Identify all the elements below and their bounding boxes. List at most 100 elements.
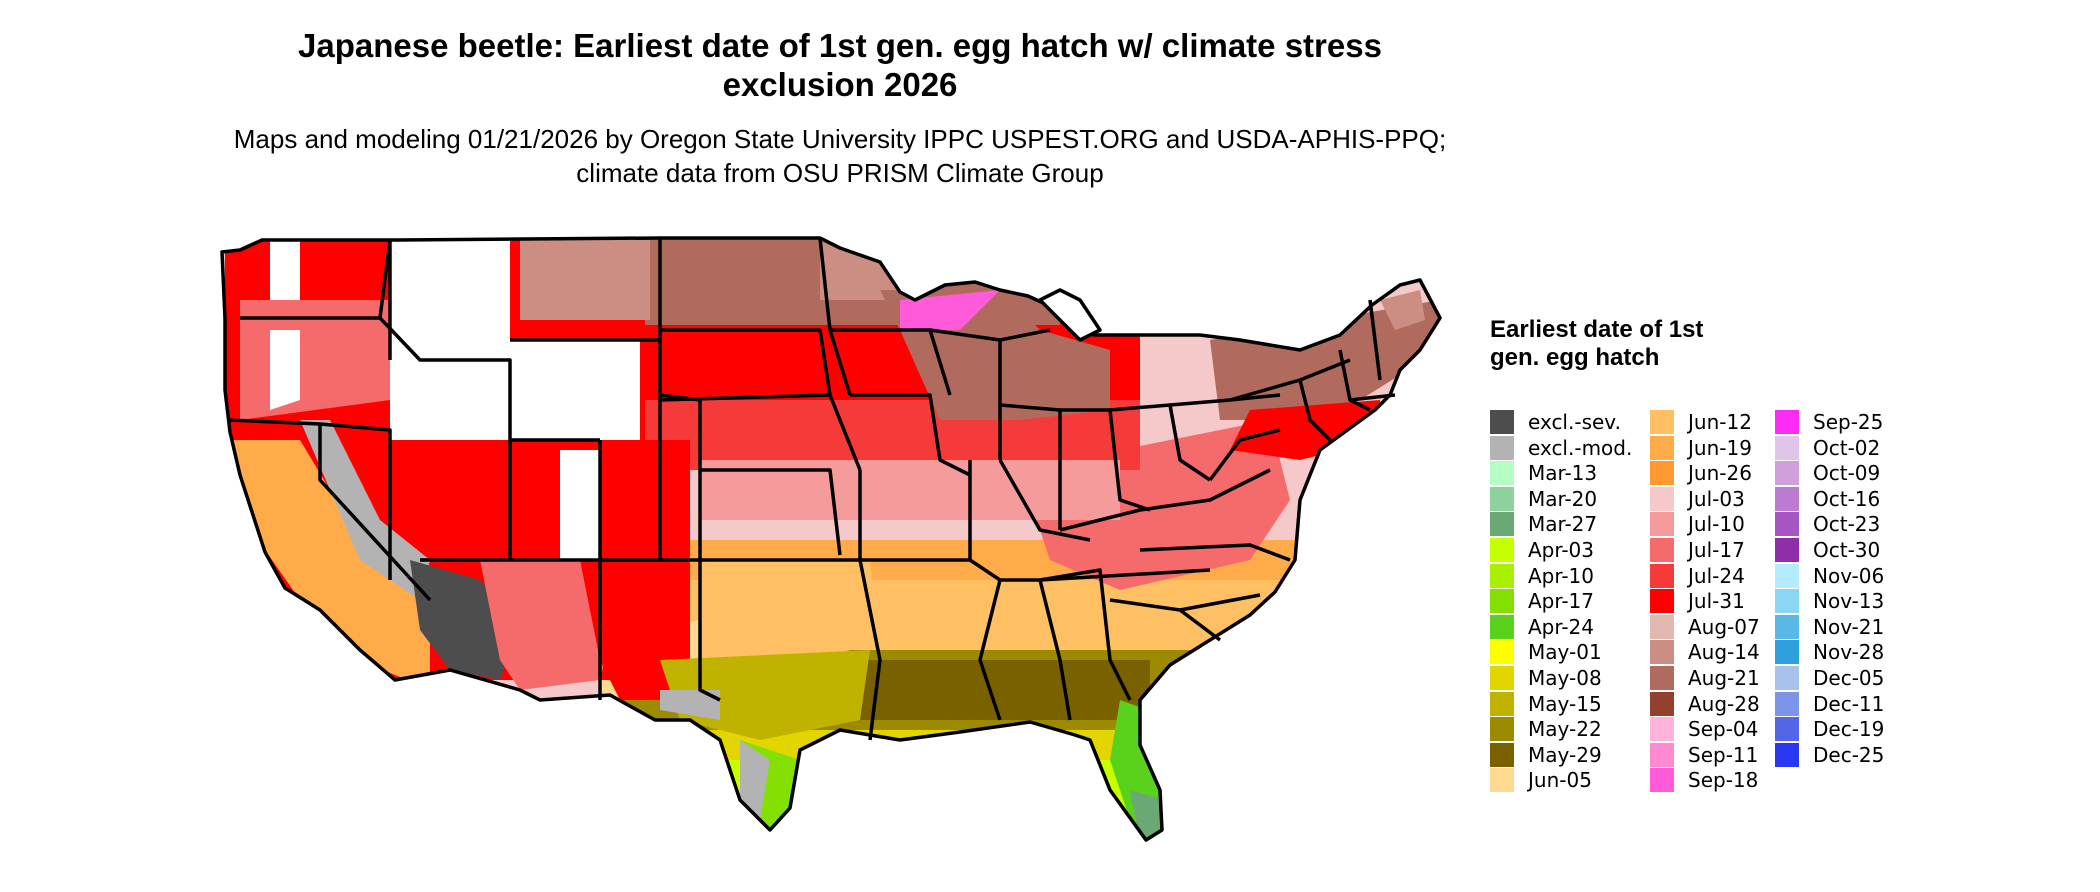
legend-swatch <box>1490 538 1514 562</box>
legend-label: Nov-28 <box>1813 640 1885 665</box>
legend-label: Nov-21 <box>1813 614 1885 639</box>
legend-label: May-29 <box>1528 742 1602 767</box>
legend-item: Nov-06 <box>1775 563 1885 588</box>
legend-swatch <box>1650 768 1674 793</box>
legend-swatch <box>1490 486 1514 511</box>
legend-item: May-15 <box>1490 691 1602 716</box>
legend-label: Apr-10 <box>1528 563 1594 588</box>
legend-label: Dec-19 <box>1813 717 1885 742</box>
legend-swatch <box>1490 461 1514 486</box>
legend-item: Aug-14 <box>1650 640 1760 665</box>
legend-item: Jul-17 <box>1650 538 1745 562</box>
legend-label: Jul-17 <box>1688 538 1745 562</box>
legend-item: May-22 <box>1490 717 1602 742</box>
legend-item: Oct-09 <box>1775 461 1881 486</box>
legend-swatch <box>1490 742 1514 767</box>
map-title: Japanese beetle: Earliest date of 1st ge… <box>298 27 1382 103</box>
legend-label: Dec-11 <box>1813 691 1885 716</box>
legend-item: Nov-13 <box>1775 589 1885 614</box>
legend-swatch <box>1775 563 1799 588</box>
legend-label: Jul-03 <box>1688 486 1745 511</box>
legend-item: Aug-21 <box>1650 666 1760 690</box>
legend-label: Nov-13 <box>1813 589 1885 614</box>
legend-item: Nov-21 <box>1775 614 1885 639</box>
legend-label: Oct-02 <box>1813 435 1881 460</box>
legend-item: Oct-23 <box>1775 512 1881 537</box>
map-subtitle: Maps and modeling 01/21/2026 by Oregon S… <box>233 124 1447 188</box>
legend-item: Dec-11 <box>1775 691 1885 716</box>
legend-item: Sep-04 <box>1650 717 1759 742</box>
legend-swatch <box>1490 640 1514 665</box>
legend-label: Jun-05 <box>1528 768 1592 793</box>
legend-swatch <box>1775 742 1799 767</box>
legend-label: Aug-14 <box>1688 640 1760 665</box>
legend-label: excl.-sev. <box>1528 410 1621 434</box>
legend-item: Dec-25 <box>1775 742 1884 767</box>
legend-swatch <box>1650 486 1674 511</box>
legend-item: May-01 <box>1490 640 1602 665</box>
legend-label: May-15 <box>1528 691 1602 716</box>
legend-swatch <box>1775 717 1799 742</box>
legend-swatch <box>1650 666 1674 690</box>
legend-item: excl.-mod. <box>1490 435 1633 460</box>
legend-item: Jun-12 <box>1650 410 1752 434</box>
legend-label: Mar-20 <box>1528 486 1598 511</box>
legend-label: Mar-13 <box>1528 461 1598 486</box>
legend-title: Earliest date of 1st gen. egg hatch <box>1490 316 1704 371</box>
legend-swatch <box>1650 742 1674 767</box>
legend-item: Jun-05 <box>1490 768 1592 793</box>
legend-item: Jul-31 <box>1650 589 1745 614</box>
legend-swatch <box>1490 435 1514 460</box>
legend-item: May-08 <box>1490 666 1602 690</box>
legend-item: Oct-30 <box>1775 538 1880 562</box>
legend-swatch <box>1490 717 1514 742</box>
legend-swatch <box>1650 717 1674 742</box>
legend-item: Aug-07 <box>1650 614 1760 639</box>
legend-swatch <box>1775 538 1799 562</box>
legend-label: Jul-10 <box>1688 512 1745 537</box>
legend-item: Jun-19 <box>1650 435 1752 460</box>
legend-item: Oct-16 <box>1775 486 1880 511</box>
legend-swatch <box>1650 512 1674 537</box>
legend-swatch <box>1650 640 1674 665</box>
legend-item: Jul-10 <box>1650 512 1745 537</box>
legend-swatch <box>1490 563 1514 588</box>
legend-swatch <box>1650 538 1674 562</box>
legend-item: Sep-11 <box>1650 742 1758 767</box>
legend-label: Jun-19 <box>1688 435 1752 460</box>
legend-swatch <box>1650 563 1674 588</box>
legend-label: Dec-05 <box>1813 666 1885 690</box>
legend-swatch <box>1490 614 1514 639</box>
legend-label: May-01 <box>1528 640 1602 665</box>
legend-label: Sep-04 <box>1688 717 1759 742</box>
legend-label: Nov-06 <box>1813 563 1885 588</box>
legend-item: Apr-24 <box>1490 614 1594 639</box>
legend-label: Mar-27 <box>1528 512 1598 537</box>
legend-label: Aug-21 <box>1688 666 1760 690</box>
legend-item: excl.-sev. <box>1490 410 1621 434</box>
legend-item: Oct-02 <box>1775 435 1881 460</box>
legend-swatch <box>1490 768 1514 793</box>
legend-item: Jun-26 <box>1650 461 1752 486</box>
legend-label: Jul-31 <box>1688 589 1745 614</box>
legend-item: Apr-17 <box>1490 589 1594 614</box>
legend-item: Mar-13 <box>1490 461 1598 486</box>
legend-label: excl.-mod. <box>1528 435 1633 460</box>
legend-label: Oct-23 <box>1813 512 1881 537</box>
legend-item: Nov-28 <box>1775 640 1885 665</box>
legend-item: Sep-18 <box>1650 768 1759 793</box>
legend-item: Mar-27 <box>1490 512 1598 537</box>
legend-swatch <box>1650 435 1674 460</box>
legend-swatch <box>1490 589 1514 614</box>
legend-label: Oct-09 <box>1813 461 1881 486</box>
legend-swatch <box>1650 614 1674 639</box>
legend-label: Sep-18 <box>1688 768 1759 793</box>
legend-swatch <box>1490 691 1514 716</box>
legend-swatch <box>1775 640 1799 665</box>
legend-swatch <box>1490 410 1514 434</box>
legend-swatch <box>1775 486 1799 511</box>
legend-swatch <box>1775 666 1799 690</box>
legend-item: Jul-24 <box>1650 563 1745 588</box>
legend-label: Aug-28 <box>1688 691 1760 716</box>
legend-item: Mar-20 <box>1490 486 1598 511</box>
